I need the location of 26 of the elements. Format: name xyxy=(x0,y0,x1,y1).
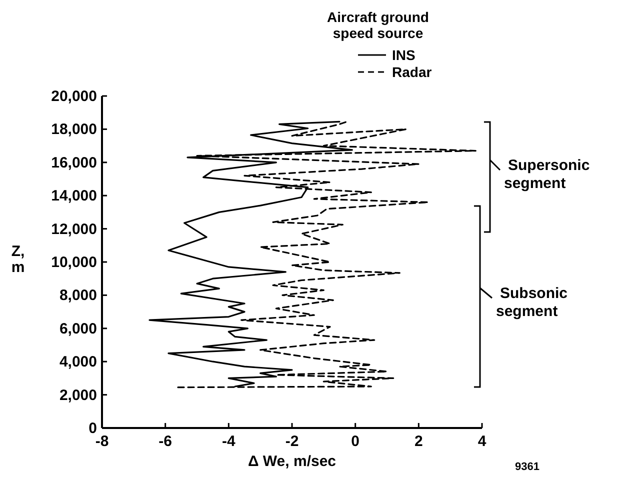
legend-title: Aircraft ground speed source xyxy=(327,9,429,41)
y-tick-label: 8,000 xyxy=(59,287,97,304)
x-tick-label: -4 xyxy=(222,433,236,450)
y-tick-label: 6,000 xyxy=(59,320,97,338)
y-tick-label: 16,000 xyxy=(51,154,97,172)
y-tick-label: 4,000 xyxy=(59,354,97,371)
x-tick-label: 4 xyxy=(478,433,487,450)
y-tick-label: 14,000 xyxy=(51,188,97,205)
x-tick-label: -6 xyxy=(158,433,172,450)
y-axis-title: Z, m xyxy=(11,243,25,276)
y-tick-label: 20,000 xyxy=(51,88,97,105)
legend-label: INS xyxy=(392,47,416,63)
x-tick-label: 2 xyxy=(414,433,423,450)
y-tick-label: 10,000 xyxy=(51,254,97,271)
x-tick-label: 0 xyxy=(351,433,360,450)
y-tick-label: 0 xyxy=(88,420,97,437)
y-tick-label: 12,000 xyxy=(51,220,97,238)
x-axis-title: Δ We, m/sec xyxy=(248,453,336,470)
x-tick-label: -8 xyxy=(95,433,109,450)
y-tick-label: 2,000 xyxy=(59,386,97,404)
legend-label: Radar xyxy=(392,64,432,80)
x-tick-label: -2 xyxy=(285,433,299,450)
text: Supersonic segment xyxy=(504,157,590,192)
text: Subsonic segment xyxy=(496,285,568,320)
y-tick-label: 18,000 xyxy=(51,121,97,138)
text: 9361 xyxy=(515,461,540,473)
